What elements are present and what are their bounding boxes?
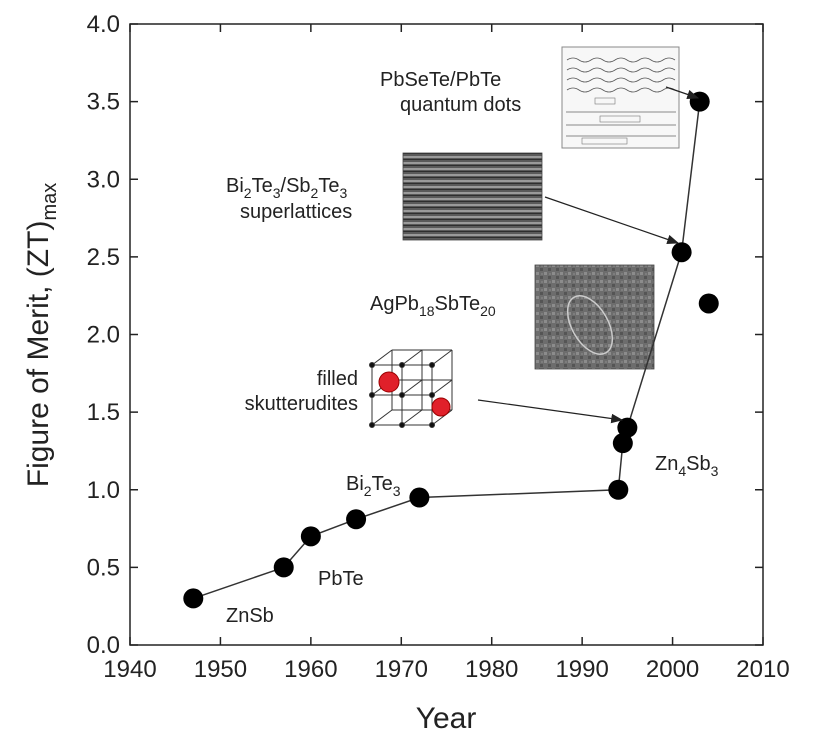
label-bi2te3-c: Te: [372, 473, 393, 495]
skutterudite-filler-atom-1: [378, 371, 400, 393]
y-axis-title: Figure of Merit, (ZT)max: [22, 183, 61, 488]
x-tick-label: 1970: [375, 656, 428, 683]
label-bi2te3-d: 3: [393, 483, 401, 499]
y-tick-label: 4.0: [87, 11, 120, 38]
quantum-dots-inset: [561, 46, 680, 149]
label-zn4sb3: Zn4Sb3: [655, 453, 719, 479]
label-agpb: AgPb18SbTe20: [370, 293, 496, 319]
lattice-line: [401, 409, 423, 426]
data-point-10: [698, 293, 719, 314]
label-zn4sb3-b: 4: [678, 463, 686, 479]
y-tick-label: 1.5: [87, 399, 120, 426]
label-bi2te3: Bi2Te3: [346, 473, 401, 499]
data-point-7: [617, 417, 638, 438]
lattice-line: [401, 349, 423, 366]
x-axis-ticks: 1940 1950 1960 1970 1980 1990 2000 2010: [103, 24, 790, 683]
label-sl-d: 3: [273, 185, 281, 201]
x-tick-label: 2000: [646, 656, 699, 683]
label-zn4sb3-a: Zn: [655, 453, 678, 475]
label-superlattice-material: Bi2Te3/Sb2Te3: [226, 175, 347, 201]
data-point-0: [183, 588, 204, 609]
x-tick-label: 1940: [103, 656, 156, 683]
lattice-node: [429, 422, 435, 428]
y-tick-label: 2.5: [87, 244, 120, 271]
label-pbsete: PbSeTe/PbTe: [380, 69, 501, 91]
lattice-node: [369, 362, 375, 368]
data-point-8: [671, 242, 692, 263]
label-zn4sb3-d: 3: [711, 463, 719, 479]
label-sl-e: /Sb: [281, 175, 311, 197]
y-tick-label: 3.5: [87, 89, 120, 116]
y-tick-label: 3.0: [87, 166, 120, 193]
agpb-micrograph-inset: [534, 264, 655, 370]
y-axis-title-sub: max: [39, 183, 61, 221]
y-tick-label: 1.0: [87, 477, 120, 504]
x-tick-label: 1950: [194, 656, 247, 683]
label-filled: filled: [317, 368, 358, 390]
data-point-9: [689, 91, 710, 112]
label-agpb-c: SbTe: [435, 293, 481, 315]
lattice-node: [399, 362, 405, 368]
label-zn4sb3-c: Sb: [686, 453, 710, 475]
label-quantum-dots: quantum dots: [400, 94, 521, 116]
lattice-line: [431, 379, 453, 396]
label-sl-g: Te: [318, 175, 339, 197]
data-point-6: [612, 433, 633, 454]
x-tick-label: 1980: [465, 656, 518, 683]
data-points: [183, 91, 719, 609]
label-skutterudites: skutterudites: [245, 393, 358, 415]
label-sl-a: Bi: [226, 175, 244, 197]
lattice-node: [429, 392, 435, 398]
label-pbte: PbTe: [318, 568, 364, 590]
lattice-line: [431, 349, 453, 366]
lattice-node: [429, 362, 435, 368]
lattice-line: [371, 349, 393, 366]
superlattice-micrograph-inset: [402, 152, 543, 241]
label-znsb: ZnSb: [226, 605, 274, 627]
trend-line: [193, 101, 701, 600]
y-tick-label: 2.0: [87, 322, 120, 349]
quantum-dots-arrow: [665, 86, 700, 100]
y-tick-label: 0.5: [87, 554, 120, 581]
superlattices-arrow: [544, 196, 680, 245]
lattice-line: [401, 379, 423, 396]
x-tick-label: 1960: [284, 656, 337, 683]
x-axis-title: Year: [416, 702, 477, 735]
data-point-1: [273, 557, 294, 578]
skutterudites-arrow: [477, 399, 624, 424]
y-axis-title-main: Figure of Merit, (ZT): [22, 221, 55, 488]
lattice-node: [369, 422, 375, 428]
y-axis-title-group: Figure of Merit, (ZT)max: [22, 183, 61, 488]
x-tick-label: 2010: [736, 656, 789, 683]
skutterudite-lattice-inset: [369, 349, 453, 428]
label-bi2te3-a: Bi: [346, 473, 364, 495]
label-agpb-a: AgPb: [370, 293, 419, 315]
x-tick-label: 1990: [555, 656, 608, 683]
data-point-2: [300, 526, 321, 547]
label-sl-h: 3: [339, 185, 347, 201]
label-sl-c: Te: [252, 175, 273, 197]
y-axis-ticks: 0.0 0.5 1.0 1.5 2.0 2.5 3.0 3.5 4.0: [87, 11, 763, 659]
lattice-node: [399, 392, 405, 398]
label-agpb-b: 18: [419, 303, 435, 319]
data-point-5: [608, 479, 629, 500]
skutterudite-filler-atom-2: [431, 397, 451, 417]
label-bi2te3-b: 2: [364, 483, 372, 499]
data-point-4: [409, 487, 430, 508]
data-point-3: [346, 509, 367, 530]
label-agpb-d: 20: [480, 303, 496, 319]
y-tick-label: 0.0: [87, 632, 120, 659]
lattice-line: [371, 409, 393, 426]
label-sl-b: 2: [244, 185, 252, 201]
label-sl-f: 2: [311, 185, 319, 201]
lattice-node: [369, 392, 375, 398]
lattice-node: [399, 422, 405, 428]
label-superlattices: superlattices: [240, 201, 352, 223]
